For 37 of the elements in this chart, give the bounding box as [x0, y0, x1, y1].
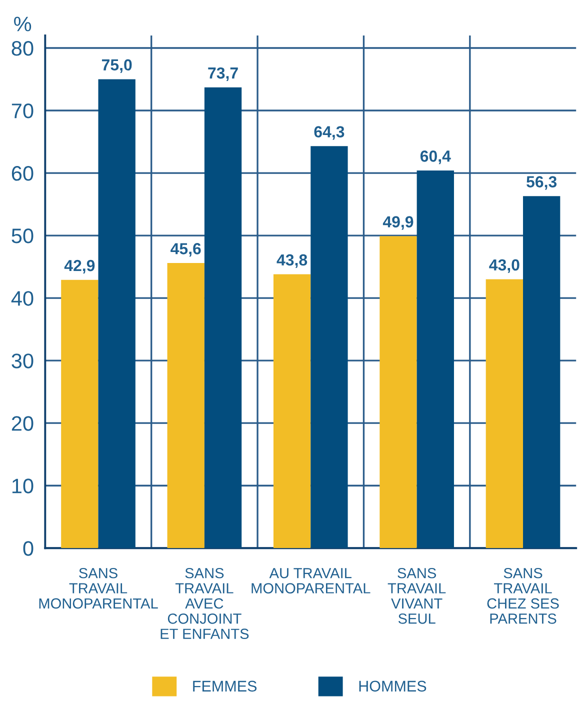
y-tick-label: 60 — [12, 166, 34, 181]
bar — [204, 87, 242, 548]
x-tick-label: SANS TRAVAIL VIVANT SEUL — [388, 568, 446, 624]
bar — [380, 236, 417, 548]
data-label: 43,0 — [489, 259, 520, 273]
x-tick-label: AU TRAVAIL MONOPARENTAL — [252, 568, 370, 594]
y-tick-label: 50 — [12, 228, 34, 244]
data-label: 60,4 — [420, 150, 451, 164]
bar — [486, 279, 524, 548]
y-tick-label: 10 — [12, 478, 34, 494]
y-tick-label: 70 — [12, 104, 34, 118]
x-tick-label: SANS TRAVAIL MONOPARENTAL — [39, 568, 158, 609]
bar — [273, 274, 311, 548]
y-tick-label: 30 — [12, 354, 34, 368]
bar — [61, 280, 98, 548]
y-tick-label: 40 — [11, 291, 34, 306]
x-tick-label: SANS TRAVAIL CHEZ SES PARENTS — [487, 568, 559, 624]
bar — [310, 146, 348, 548]
data-label: 73,7 — [208, 67, 238, 81]
bar — [98, 79, 136, 548]
x-tick-label: SANS TRAVAIL AVEC CONJOINT ET ENFANTS — [160, 568, 249, 639]
data-label: 43,8 — [276, 254, 308, 268]
data-label: 42,9 — [64, 260, 95, 274]
bar — [416, 170, 454, 548]
data-label: 64,3 — [314, 126, 344, 140]
bar — [523, 196, 560, 548]
data-label: 45,6 — [170, 243, 201, 257]
data-label: 56,3 — [526, 176, 557, 190]
bar — [167, 263, 204, 548]
y-axis-title: % — [14, 16, 32, 32]
legend-label: HOMMES — [359, 680, 426, 692]
y-tick-label: 0 — [23, 541, 34, 556]
data-label: 49,9 — [382, 216, 414, 230]
data-label: 75,0 — [102, 59, 132, 73]
y-tick-label: 20 — [12, 416, 34, 431]
legend-label: FEMMES — [193, 680, 257, 692]
y-tick-label: 80 — [12, 41, 34, 56]
